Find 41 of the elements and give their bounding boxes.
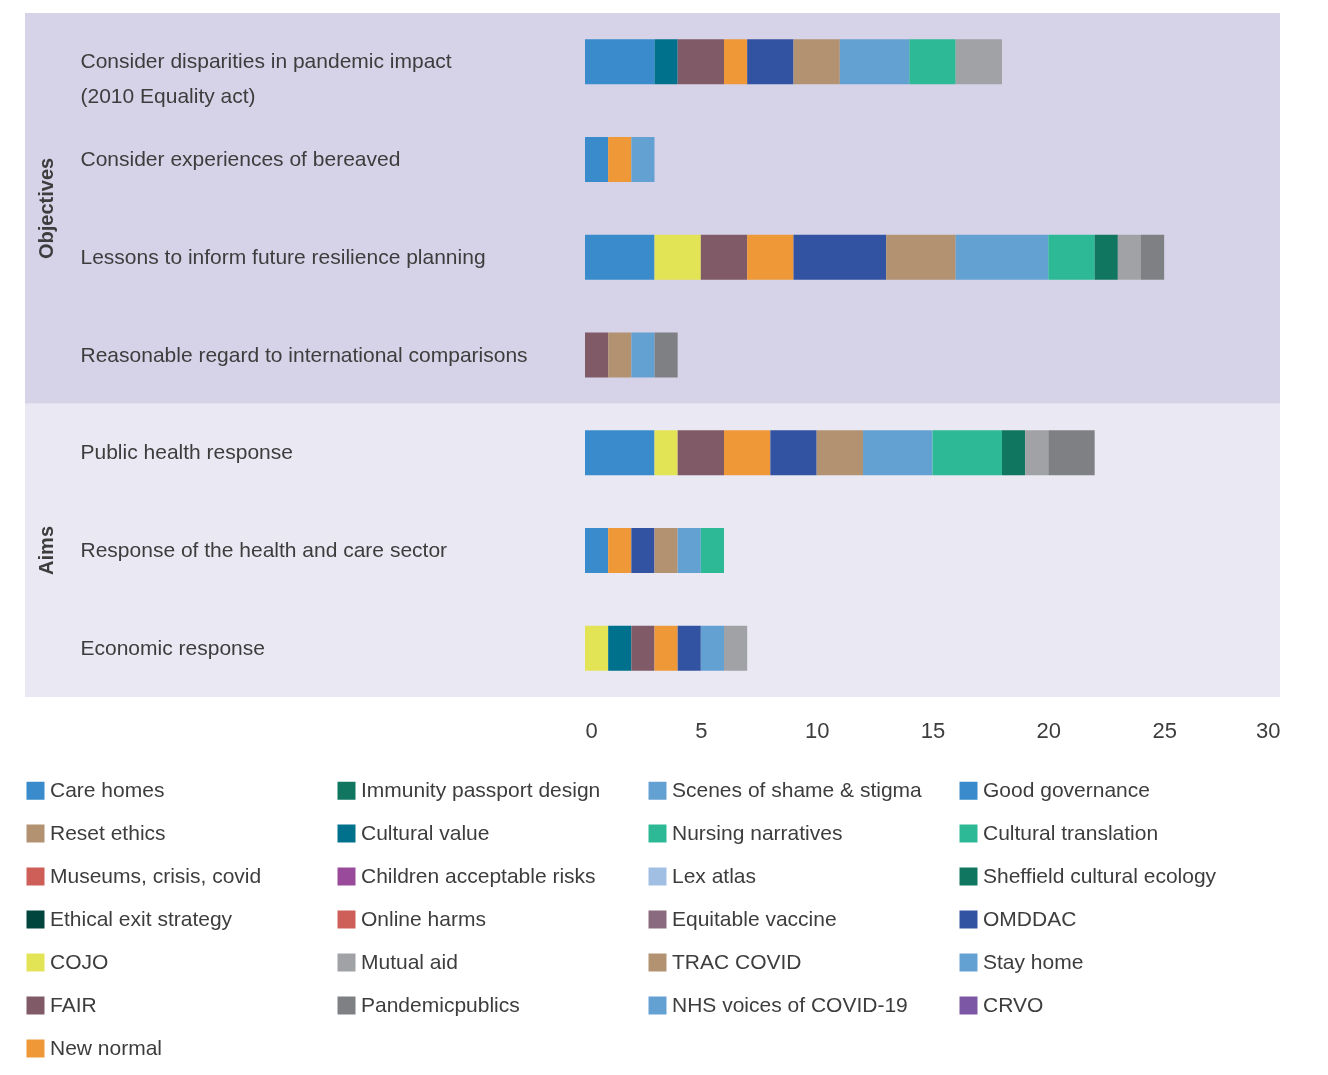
y-tick-label: Economic response <box>80 635 265 659</box>
legend-label: Care homes <box>50 777 165 801</box>
legend-label: COJO <box>50 949 109 973</box>
legend-label: Mutual aid <box>361 949 458 973</box>
legend-label: Nursing narratives <box>672 820 843 844</box>
band-label: Aims <box>35 525 57 575</box>
legend-label: Sheffield cultural ecology <box>983 863 1217 887</box>
legend-label: CRVO <box>983 992 1044 1016</box>
legend-label: TRAC COVID <box>672 949 802 973</box>
legend-label: Reset ethics <box>50 820 166 844</box>
band-label: Objectives <box>35 157 57 260</box>
legend-label: Immunity passport design <box>361 777 601 801</box>
y-tick-label: Consider disparities in pandemic impact (2010 Equality act) <box>80 49 452 108</box>
legend-label: Scenes of shame & stigma <box>672 777 923 801</box>
legend-label: Good governance <box>983 777 1150 801</box>
x-tick-label: 5 <box>695 717 708 743</box>
legend-label: Equitable vaccine <box>672 906 837 930</box>
x-tick-label: 15 <box>920 717 946 743</box>
y-tick-label: Public health response <box>80 440 293 464</box>
legend-label: Ethical exit strategy <box>50 906 233 930</box>
y-tick-label: Reasonable regard to international comparisons <box>80 342 528 366</box>
x-tick-label: 20 <box>1036 717 1062 743</box>
x-tick-label: 0 <box>585 717 598 743</box>
legend-label: Stay home <box>983 949 1084 973</box>
legend-label: FAIR <box>50 992 97 1016</box>
legend-label: NHS voices of COVID-19 <box>672 992 908 1016</box>
y-tick-label: Lessons to inform future resilience planning <box>80 244 486 268</box>
legend-label: New normal <box>50 1035 163 1059</box>
legend-label: Lex atlas <box>672 863 757 887</box>
x-tick-label: 25 <box>1152 717 1177 743</box>
legend-label: Pandemicpublics <box>361 992 520 1016</box>
legend-label: Online harms <box>361 906 486 930</box>
x-tick-label: 30 <box>1256 717 1281 743</box>
legend-label: Museums, crisis, covid <box>50 863 262 887</box>
x-tick-label: 10 <box>804 717 830 743</box>
legend-label: Children acceptable risks <box>361 863 596 887</box>
legend-label: Cultural value <box>361 820 490 844</box>
y-tick-label: Consider experiences of bereaved <box>80 147 401 171</box>
y-tick-label: Response of the health and care sector <box>80 537 448 561</box>
legend-label: OMDDAC <box>983 906 1077 930</box>
legend-label: Cultural translation <box>983 820 1159 844</box>
